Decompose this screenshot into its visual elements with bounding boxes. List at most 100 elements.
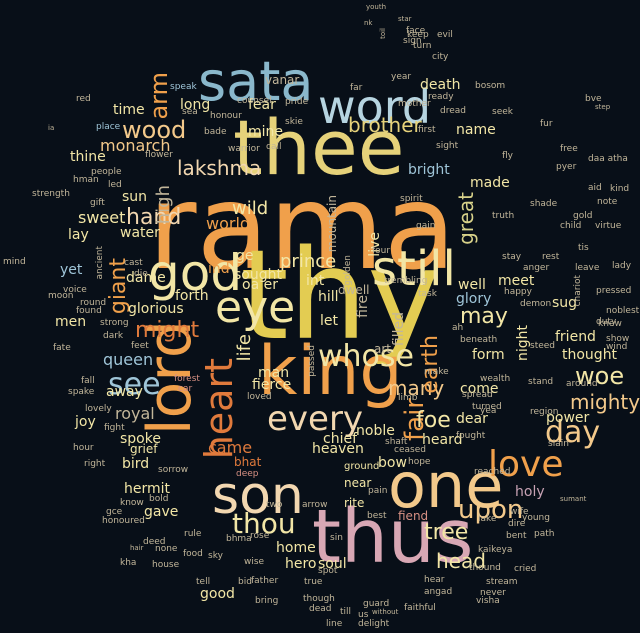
word-shaft: shaft xyxy=(385,437,408,447)
word-rose: rose xyxy=(250,531,270,541)
word-thine: thine xyxy=(70,149,106,165)
word-lovely: lovely xyxy=(85,404,112,414)
word-food: food xyxy=(183,549,203,559)
word-love: love xyxy=(488,444,564,485)
word-prince: prince xyxy=(280,251,337,272)
word-knew: knew xyxy=(598,319,622,329)
word-ind: ind xyxy=(208,261,230,277)
word-one: one xyxy=(388,449,504,522)
word-long: long xyxy=(180,97,211,113)
word-sea: sea xyxy=(182,107,198,117)
word-sight: sight xyxy=(436,141,459,151)
word-wise: wise xyxy=(244,557,265,567)
word-happy: happy xyxy=(504,287,532,297)
word-hand: hand xyxy=(126,205,182,230)
word-yea: yea xyxy=(480,406,497,416)
word-red: red xyxy=(76,94,91,104)
word-voice: voice xyxy=(63,285,87,295)
word-see: see xyxy=(108,367,161,402)
word-tis: tis xyxy=(578,243,589,253)
word-fought: fought xyxy=(456,431,486,441)
word-die: die xyxy=(134,269,148,279)
word-shade: shade xyxy=(530,199,558,209)
word-gift: gift xyxy=(90,198,105,208)
word-moon: moon xyxy=(48,291,74,301)
word-turn: turn xyxy=(413,41,432,51)
word-first: first xyxy=(418,125,436,135)
word-fight: fight xyxy=(104,423,125,433)
word-found: found xyxy=(76,306,102,316)
word-ia: ia xyxy=(48,124,55,132)
word-turned: turned xyxy=(472,402,502,412)
word-let: let xyxy=(320,313,338,329)
word-mind: mind xyxy=(3,257,26,267)
word-sorrow: sorrow xyxy=(158,465,189,475)
word-near: near xyxy=(344,476,372,490)
word-star: star xyxy=(398,15,412,23)
word-free: free xyxy=(560,144,578,154)
word-beneath: beneath xyxy=(460,335,498,345)
word-fly: fly xyxy=(502,151,513,161)
word-bird: bird xyxy=(122,456,150,472)
word-reached: reached xyxy=(474,467,511,477)
word-chief: chief xyxy=(323,431,358,447)
word-heard: heard xyxy=(422,432,463,448)
word-ceased: ceased xyxy=(394,445,426,455)
word-fate: fate xyxy=(53,343,71,353)
word-hour: hour xyxy=(73,443,94,453)
word-dark: dark xyxy=(103,331,124,341)
word-truth: truth xyxy=(492,211,515,221)
word-woe: woe xyxy=(575,362,625,390)
word-fear: fear xyxy=(248,97,276,113)
word-cast: cast xyxy=(124,258,143,268)
word-trembling: trembling xyxy=(384,276,428,286)
word-meet: meet xyxy=(498,273,535,289)
word-strength: strength xyxy=(32,189,70,199)
word-spoke: spoke xyxy=(120,431,161,447)
word-holy: holy xyxy=(515,484,545,500)
word-bold: bold xyxy=(149,494,169,504)
word-dead: dead xyxy=(309,604,332,614)
word-year: year xyxy=(391,72,412,82)
word-though: though xyxy=(303,594,335,604)
word-thee: thee xyxy=(233,103,405,192)
word-spot: spot xyxy=(318,566,338,576)
word-angad: angad xyxy=(424,587,453,597)
word-delight: delight xyxy=(358,619,390,629)
word-stream: stream xyxy=(486,577,518,587)
word-joy: joy xyxy=(75,414,96,430)
word-slain: slain xyxy=(548,439,569,449)
word-mine: mine xyxy=(248,124,284,140)
word-feet: feet xyxy=(131,341,149,351)
word-bade: bade xyxy=(204,127,227,137)
word-hill: hill xyxy=(318,289,339,305)
word-deep: deep xyxy=(236,469,259,479)
word-thought: thought xyxy=(562,347,618,363)
word-four: four xyxy=(372,246,391,256)
word-none: none xyxy=(155,544,178,554)
word-mother: mother xyxy=(398,99,431,109)
word-stand: stand xyxy=(528,377,554,387)
word-pain: pain xyxy=(368,486,388,496)
word-queen: queen xyxy=(103,350,154,369)
word-tree: tree xyxy=(424,520,469,545)
word-soul: soul xyxy=(318,556,347,572)
word-aid: aid xyxy=(588,183,602,193)
word-spake: spake xyxy=(68,387,95,397)
word-world: world xyxy=(206,214,251,233)
word-lakshma: lakshma xyxy=(177,156,262,180)
word-arm: arm xyxy=(145,72,173,120)
word-head: head xyxy=(436,549,486,573)
word-skie: skie xyxy=(285,117,303,127)
word-rest: rest xyxy=(542,252,560,262)
word-grief: grief xyxy=(130,442,158,456)
word-keep: keep xyxy=(407,30,429,40)
word-sata: sata xyxy=(198,50,314,113)
word-away: away xyxy=(106,384,143,400)
word-may: may xyxy=(460,304,508,329)
word-duty: duty xyxy=(596,317,617,327)
word-kha: kha xyxy=(120,558,137,568)
word-toil: toil xyxy=(379,28,387,39)
word-forest: forest xyxy=(174,374,200,384)
